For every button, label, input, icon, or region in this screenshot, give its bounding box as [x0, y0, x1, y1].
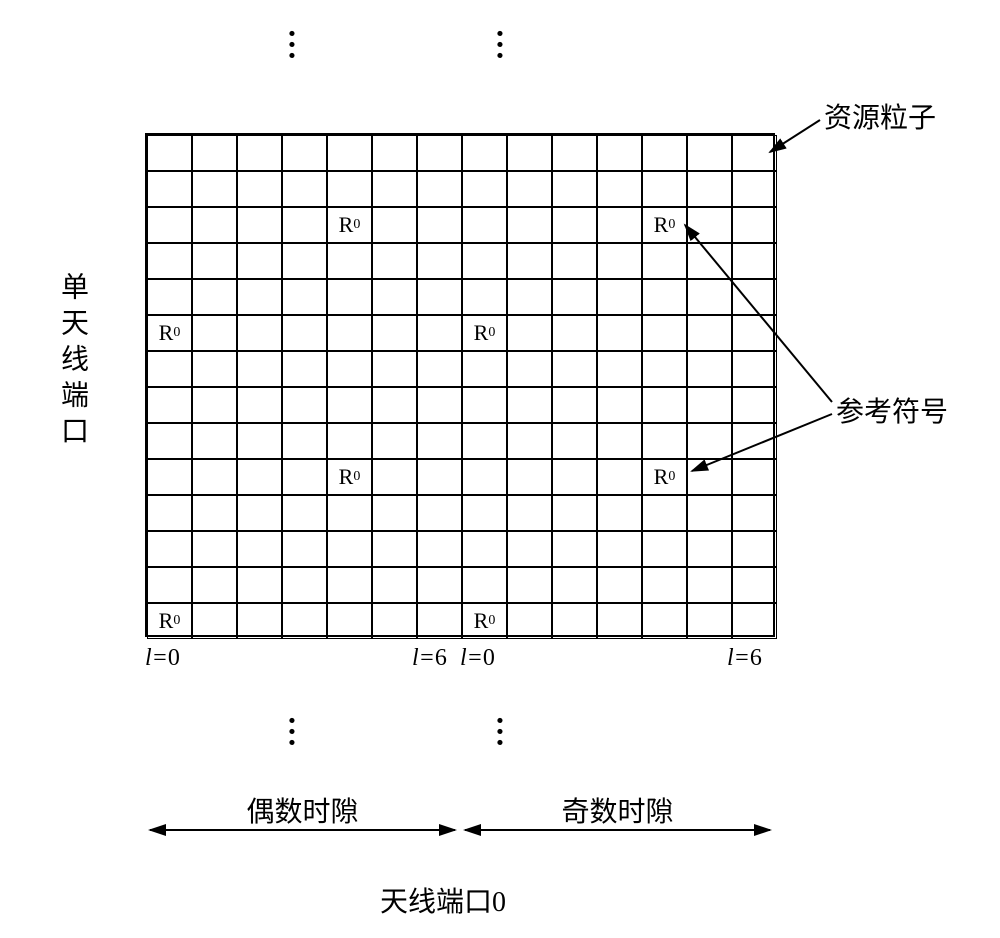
- antenna-port-label: 天线端口0: [380, 880, 506, 920]
- figure-canvas: ··· ··· 单天线端口 R0R0R0R0R0R0R0R0 l=0l=6l=0…: [0, 0, 1000, 938]
- slot-range-arrows: [0, 0, 1000, 938]
